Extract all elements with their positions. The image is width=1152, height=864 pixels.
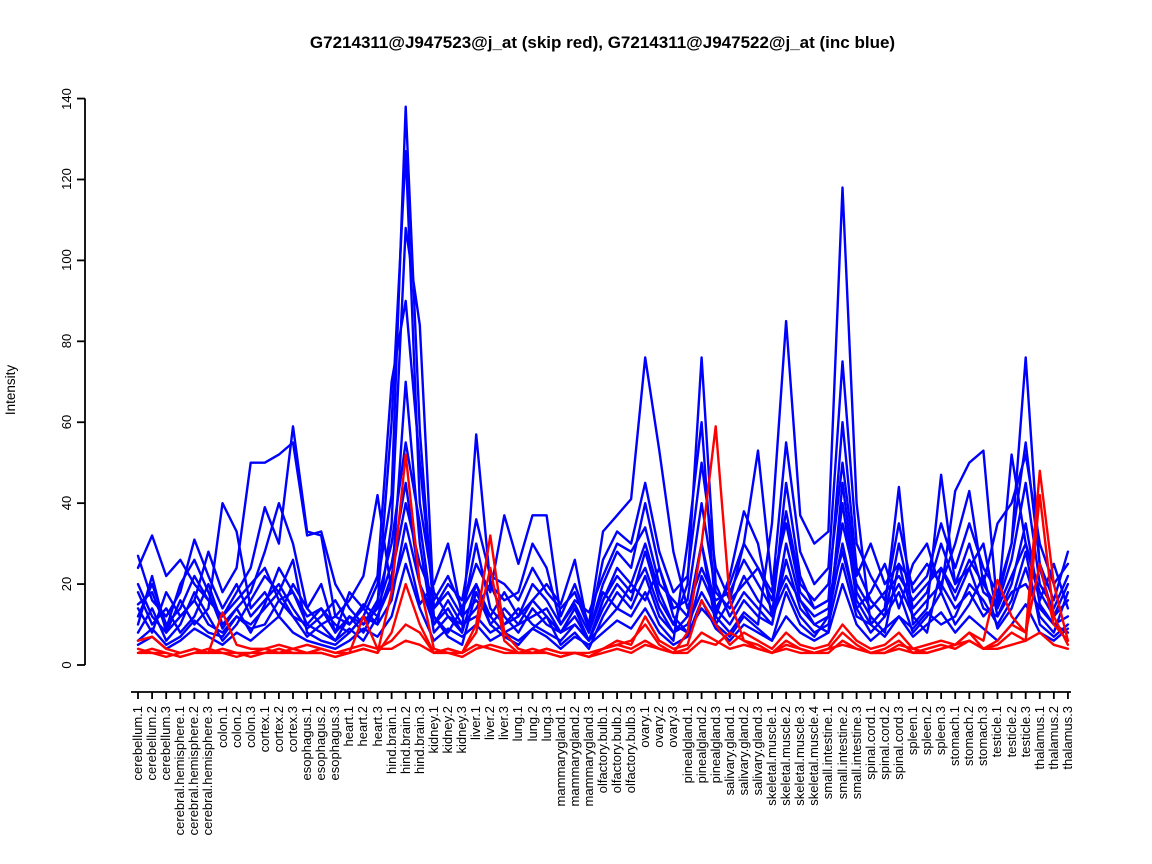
series-line-inc-1: [136, 105, 1070, 650]
series-line-skip-4: [136, 631, 1070, 659]
series-line-inc-10: [136, 562, 1070, 650]
series-line-inc-9: [136, 453, 1070, 634]
series-line-inc-11: [136, 299, 1070, 634]
series-line-inc-3: [136, 226, 1070, 634]
series-line-inc-8: [136, 449, 1070, 634]
series-line-inc-7: [136, 441, 1070, 642]
series-line-inc-5: [136, 356, 1070, 630]
plot-title: G7214311@J947523@j_at (skip red), G72143…: [309, 33, 896, 52]
